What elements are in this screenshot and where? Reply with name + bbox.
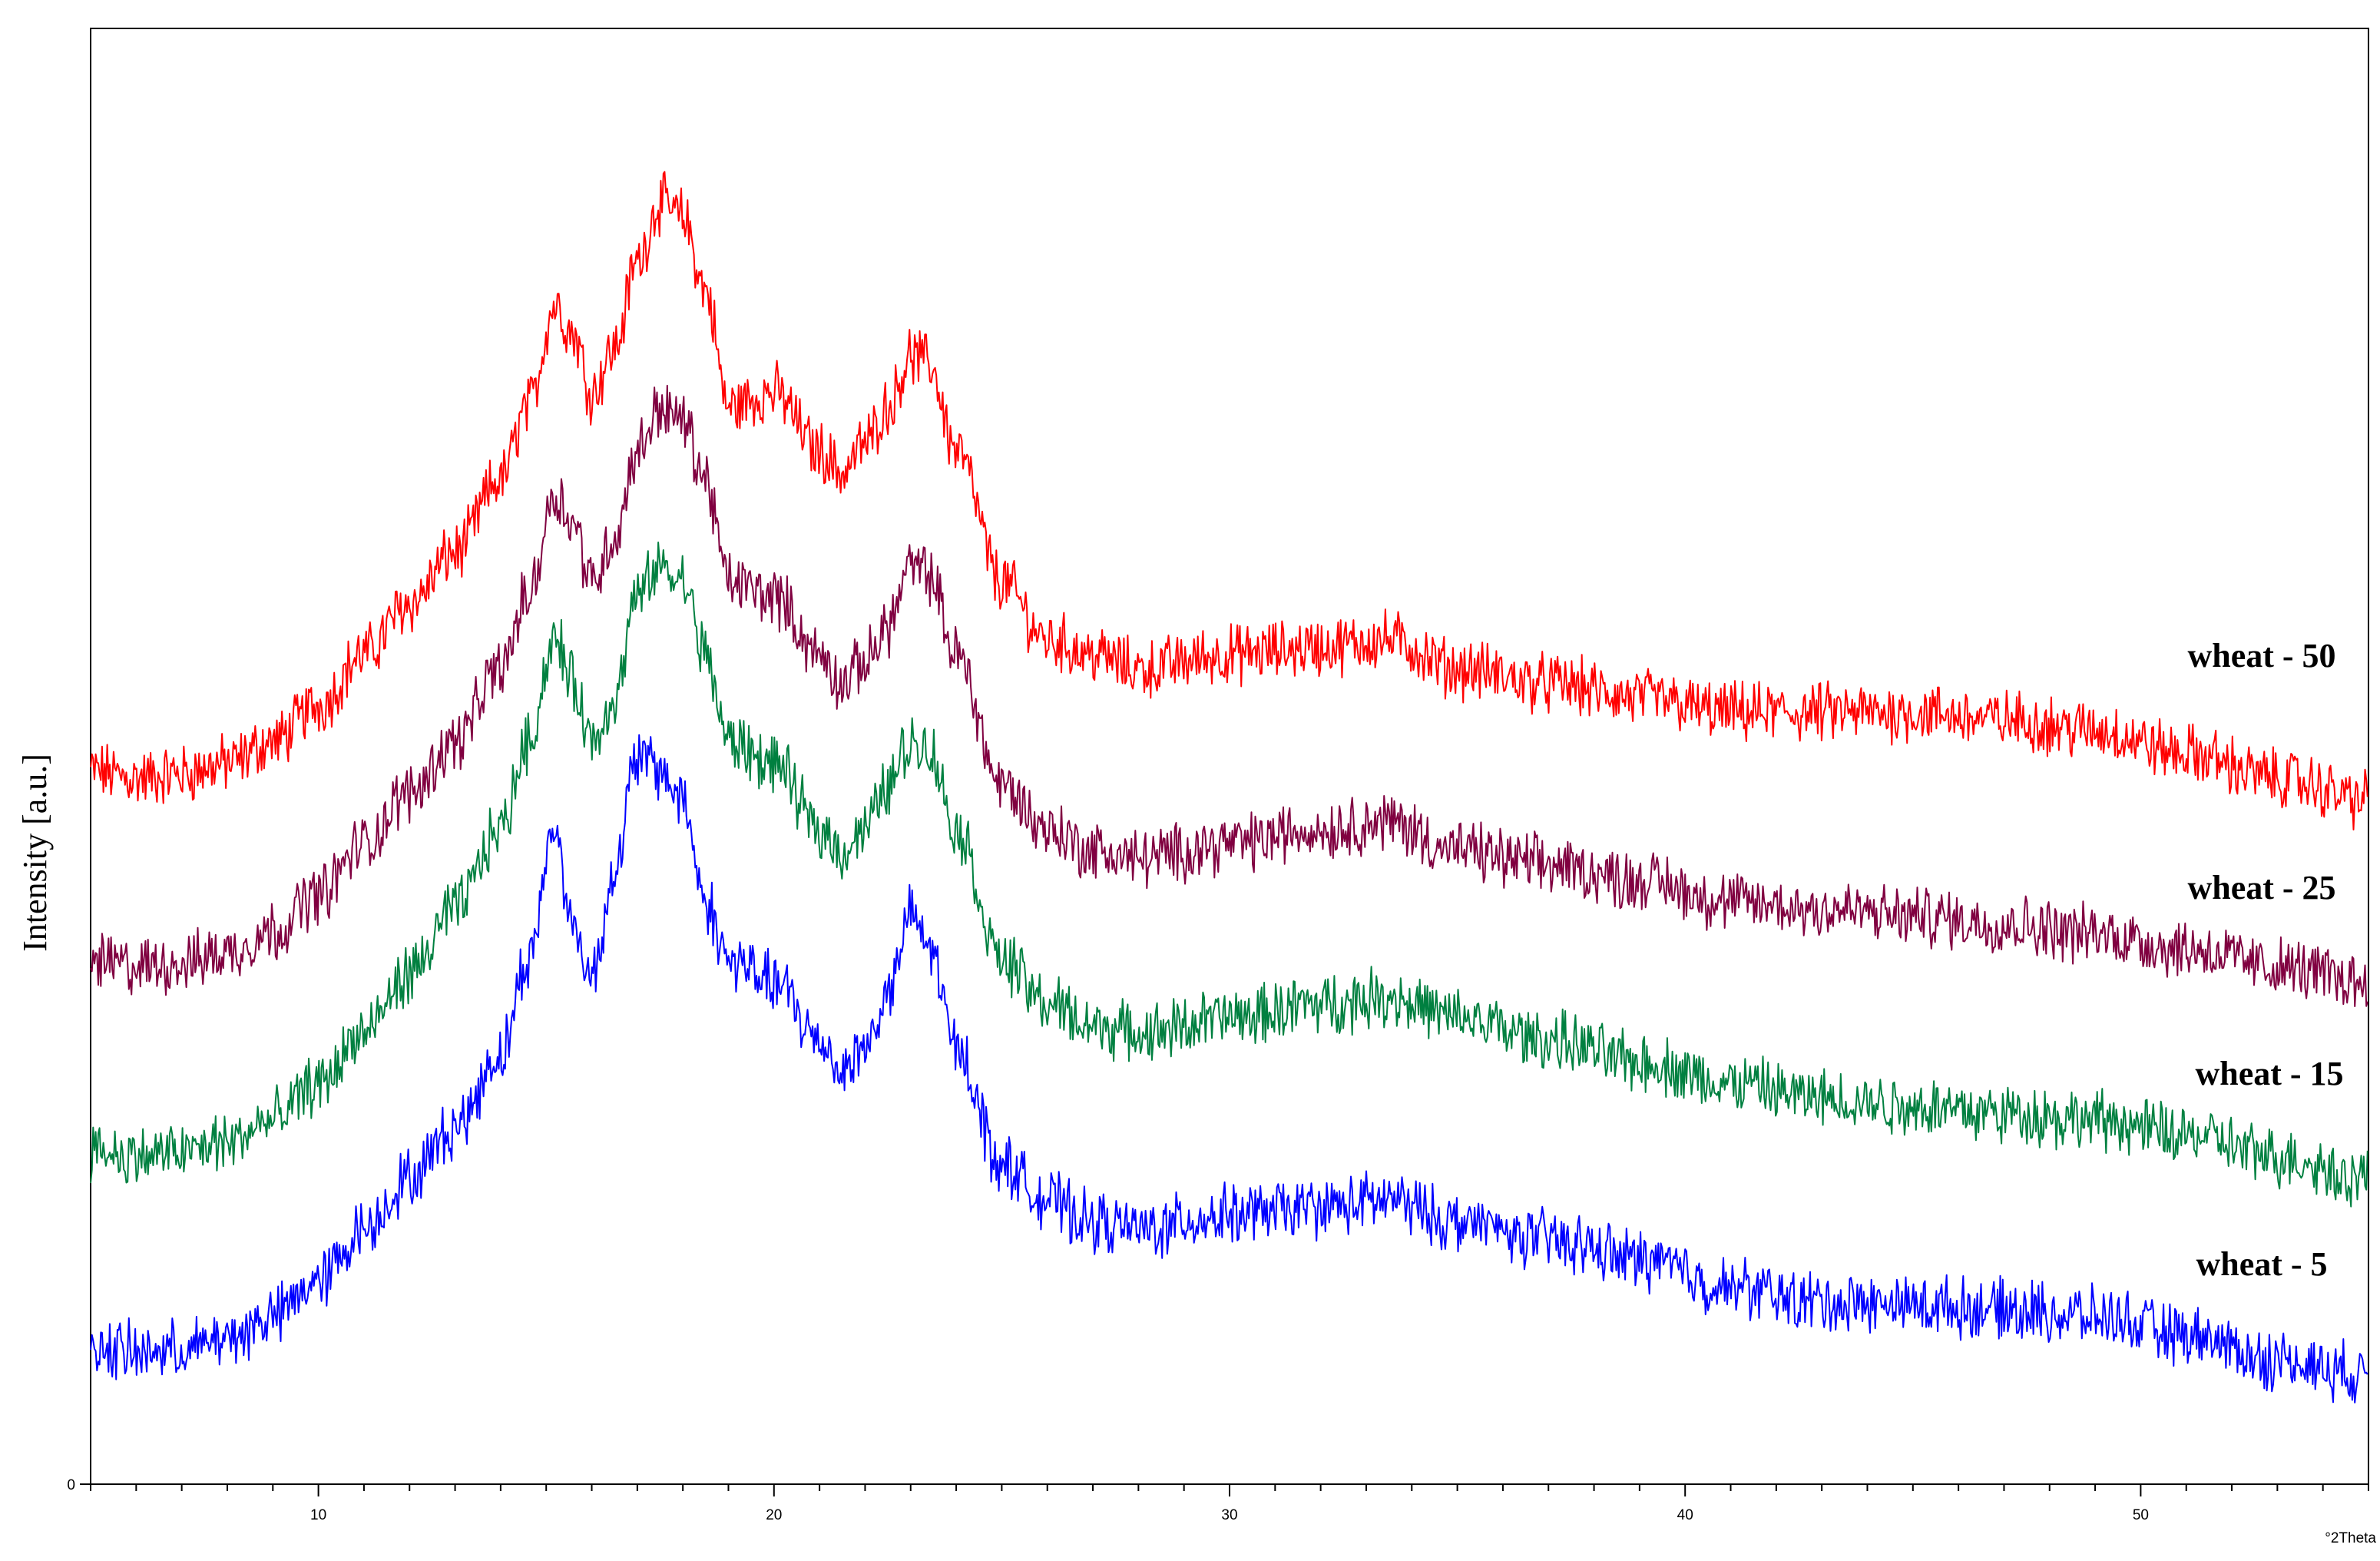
x-tick-label: 30 <box>1221 1507 1237 1523</box>
x-tick-label: 20 <box>766 1507 782 1523</box>
x-tick-label: 40 <box>1677 1507 1693 1523</box>
x-axis-label: °2Theta <box>2325 1530 2376 1546</box>
series-label-3: wheat - 15 <box>2195 1055 2343 1092</box>
x-tick-label: 50 <box>2133 1507 2149 1523</box>
x-axis: 10 20 30 40 50 0 <box>67 1477 2369 1523</box>
series-labels: wheat - 50 wheat - 25 wheat - 15 wheat - 5 <box>2187 637 2343 1283</box>
x-tick-label: 10 <box>310 1507 326 1523</box>
series-line-4 <box>90 734 2368 1404</box>
y-tick-label: 0 <box>67 1477 75 1493</box>
y-axis-label: Intensity [a.u.] <box>16 754 54 952</box>
series-line-1 <box>90 171 2368 830</box>
series-line-3 <box>90 542 2368 1208</box>
series-label-1: wheat - 50 <box>2187 637 2335 674</box>
series-label-2: wheat - 25 <box>2187 869 2335 906</box>
series-layer <box>90 171 2368 1404</box>
series-line-2 <box>90 384 2368 1007</box>
series-label-4: wheat - 5 <box>2196 1245 2327 1283</box>
